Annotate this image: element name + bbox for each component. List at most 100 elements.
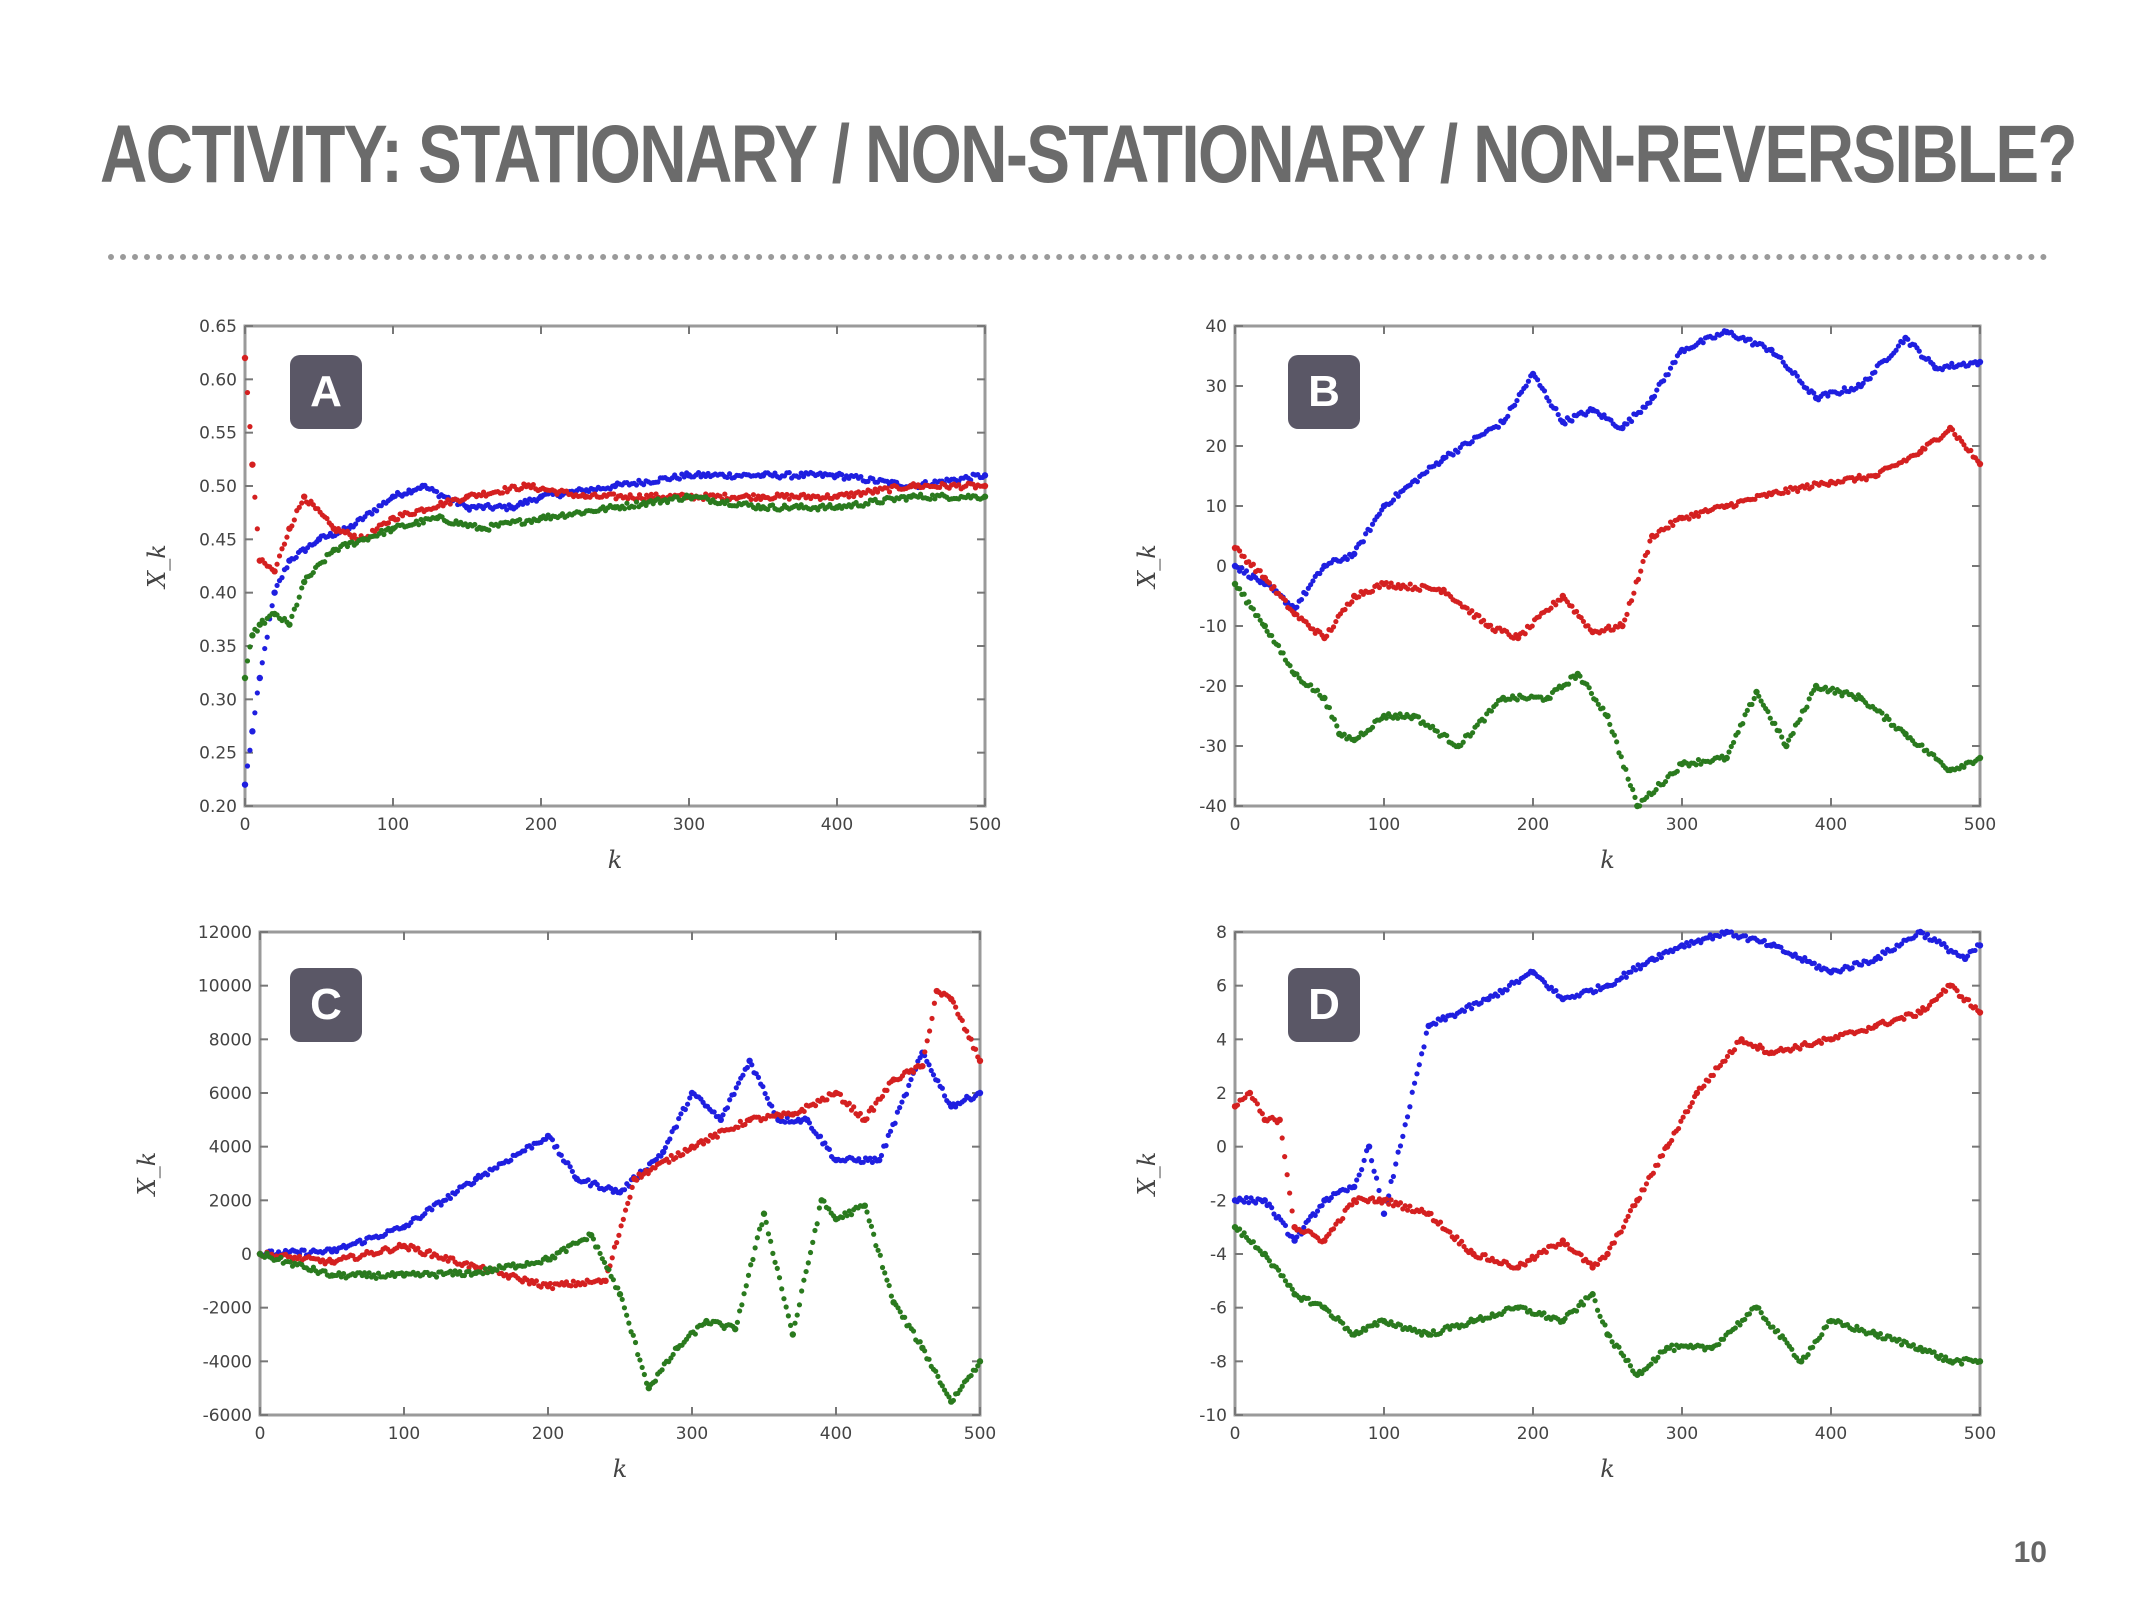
data-point	[597, 1250, 603, 1257]
data-point	[861, 1202, 868, 1209]
data-point	[687, 1095, 693, 1101]
y-axis-label: X_k	[1133, 544, 1161, 590]
data-point	[563, 1248, 569, 1255]
data-point	[869, 1159, 875, 1166]
data-point	[1767, 715, 1773, 721]
data-point	[1469, 1006, 1475, 1012]
data-point	[438, 1202, 444, 1208]
data-point	[1913, 1013, 1919, 1019]
data-point	[324, 515, 330, 522]
data-point	[1250, 1239, 1256, 1245]
data-point	[1611, 1240, 1617, 1246]
data-point	[1514, 634, 1522, 642]
data-point	[1559, 1237, 1567, 1244]
data-point	[299, 585, 305, 591]
data-point	[1428, 1210, 1434, 1217]
data-point	[888, 1293, 894, 1299]
data-point	[1351, 1183, 1358, 1191]
data-point	[1234, 564, 1240, 570]
data-point	[1234, 1102, 1241, 1108]
data-point	[673, 1124, 680, 1130]
data-point	[1686, 943, 1692, 949]
data-point	[1627, 1208, 1634, 1214]
data-point	[782, 1119, 788, 1125]
data-point	[1255, 612, 1261, 619]
data-point	[1623, 974, 1629, 980]
data-point	[480, 1271, 486, 1277]
data-point	[1356, 734, 1362, 740]
data-point	[1624, 421, 1630, 427]
data-point	[1400, 1133, 1406, 1139]
data-point	[857, 1110, 863, 1117]
data-point	[796, 1302, 803, 1308]
data-point	[585, 1177, 591, 1183]
panel-label-a: A	[290, 355, 362, 429]
data-point	[522, 1148, 528, 1154]
data-point	[639, 1364, 645, 1371]
data-point	[1236, 1226, 1243, 1232]
data-point	[1356, 1172, 1362, 1178]
data-point	[756, 1226, 763, 1232]
data-point	[244, 389, 251, 396]
data-point	[1655, 1354, 1661, 1360]
series-red-d	[1231, 982, 1984, 1271]
data-point	[1470, 730, 1476, 736]
data-point	[1611, 981, 1618, 987]
data-point	[281, 615, 288, 622]
y-tick-label: 0	[1216, 1138, 1227, 1158]
data-point	[1419, 1332, 1425, 1338]
data-point	[1949, 360, 1955, 366]
data-point	[1360, 539, 1366, 545]
data-point	[1239, 565, 1245, 571]
data-point	[570, 1278, 576, 1284]
data-point	[1231, 580, 1239, 588]
data-point	[1595, 983, 1601, 989]
data-point	[796, 474, 802, 480]
data-point	[931, 1000, 938, 1006]
data-point	[844, 1213, 850, 1219]
title-divider	[108, 254, 2048, 260]
data-point	[1294, 604, 1300, 610]
data-point	[1376, 1196, 1383, 1202]
data-point	[1780, 490, 1786, 496]
data-point	[739, 1302, 745, 1308]
data-point	[1891, 947, 1898, 953]
data-point	[385, 520, 392, 526]
data-point	[981, 472, 989, 479]
data-point	[1818, 1040, 1825, 1046]
data-point	[1758, 1310, 1764, 1316]
data-point	[1236, 586, 1243, 592]
data-point	[1259, 1111, 1265, 1117]
data-point	[1674, 768, 1680, 774]
data-point	[320, 1257, 326, 1263]
data-point	[1514, 1264, 1522, 1271]
data-point	[1523, 383, 1529, 389]
data-point	[294, 602, 300, 608]
data-point	[1553, 602, 1559, 608]
data-point	[565, 1160, 571, 1166]
x-axis-label: k	[1600, 1455, 1615, 1483]
data-point	[1597, 1313, 1603, 1319]
data-point	[1589, 1291, 1596, 1298]
data-point	[310, 569, 316, 576]
data-point	[486, 527, 492, 533]
data-point	[1637, 803, 1643, 809]
data-point	[1541, 1310, 1547, 1316]
data-point	[1534, 377, 1541, 383]
x-tick-label: 200	[1517, 815, 1549, 835]
data-point	[858, 473, 864, 480]
panel-label-c: C	[290, 968, 362, 1042]
data-point	[1632, 794, 1638, 800]
data-point	[1606, 623, 1612, 629]
y-tick-label: 40	[1205, 317, 1227, 337]
data-point	[450, 1272, 456, 1278]
data-point	[792, 1320, 798, 1326]
data-point	[1363, 531, 1369, 537]
data-point	[1628, 598, 1635, 604]
data-point	[1961, 764, 1967, 770]
data-point	[631, 504, 637, 510]
data-point	[1434, 728, 1440, 734]
data-point	[846, 494, 852, 500]
data-point	[643, 1380, 650, 1386]
data-point	[1482, 1252, 1488, 1258]
